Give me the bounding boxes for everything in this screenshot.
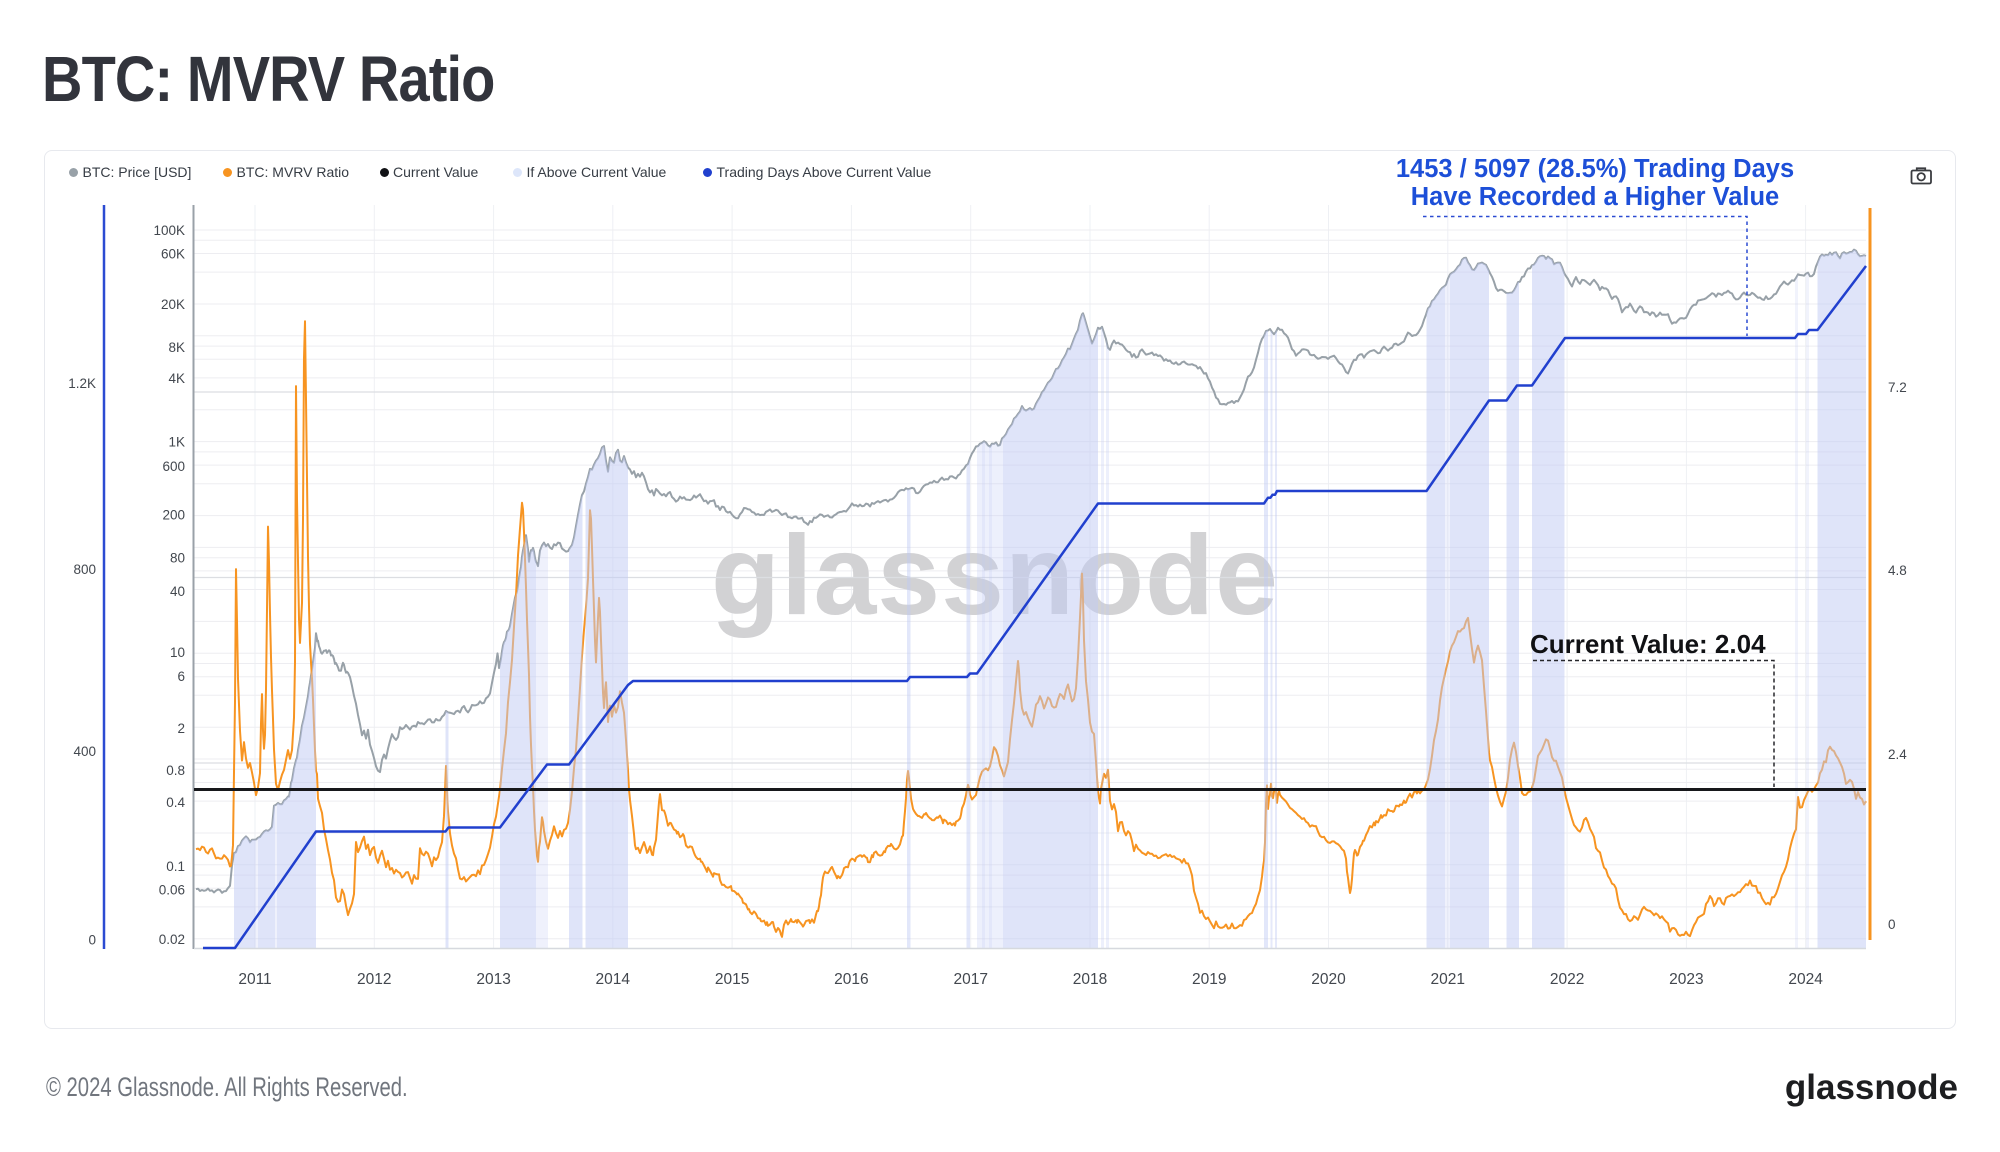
svg-text:2016: 2016 (834, 971, 868, 988)
svg-text:100K: 100K (153, 223, 185, 238)
svg-text:40: 40 (170, 584, 185, 599)
svg-text:0.1: 0.1 (166, 859, 185, 874)
svg-text:2024: 2024 (1788, 971, 1823, 988)
svg-text:2012: 2012 (357, 971, 391, 988)
svg-text:2011: 2011 (238, 971, 271, 988)
svg-text:1K: 1K (168, 434, 185, 449)
svg-text:0.06: 0.06 (159, 882, 185, 897)
svg-text:10: 10 (170, 645, 185, 660)
svg-text:2022: 2022 (1550, 971, 1584, 988)
svg-text:2021: 2021 (1431, 971, 1465, 988)
svg-text:2014: 2014 (596, 971, 631, 988)
svg-text:800: 800 (73, 562, 96, 577)
svg-text:0.4: 0.4 (166, 795, 185, 810)
svg-text:60K: 60K (161, 246, 185, 261)
svg-text:Have Recorded a Higher Value: Have Recorded a Higher Value (1411, 183, 1779, 211)
svg-text:7.2: 7.2 (1888, 380, 1907, 395)
svg-text:400: 400 (73, 744, 96, 759)
svg-text:Current Value: 2.04: Current Value: 2.04 (1530, 629, 1766, 659)
svg-text:80: 80 (170, 550, 185, 565)
svg-text:2019: 2019 (1192, 971, 1226, 988)
svg-text:1453 / 5097 (28.5%) Trading Da: 1453 / 5097 (28.5%) Trading Days (1396, 155, 1794, 183)
svg-text:2023: 2023 (1669, 971, 1703, 988)
svg-text:4K: 4K (168, 371, 185, 386)
svg-text:2.4: 2.4 (1888, 747, 1907, 762)
svg-text:2015: 2015 (715, 971, 749, 988)
svg-text:2017: 2017 (953, 971, 987, 988)
svg-text:2: 2 (177, 721, 185, 736)
svg-text:0.8: 0.8 (166, 763, 185, 778)
svg-text:4.8: 4.8 (1888, 563, 1907, 578)
svg-text:0: 0 (1888, 917, 1896, 932)
svg-text:2020: 2020 (1311, 971, 1346, 988)
svg-text:2013: 2013 (476, 971, 510, 988)
svg-text:6: 6 (177, 669, 185, 684)
svg-text:1.2K: 1.2K (68, 376, 96, 391)
svg-text:0.02: 0.02 (159, 932, 185, 947)
svg-text:200: 200 (162, 507, 185, 522)
svg-text:600: 600 (162, 459, 185, 474)
svg-text:8K: 8K (168, 340, 185, 355)
svg-text:glassnode: glassnode (711, 512, 1279, 638)
svg-text:20K: 20K (161, 297, 185, 312)
svg-text:2018: 2018 (1073, 971, 1107, 988)
svg-text:0: 0 (88, 932, 96, 947)
